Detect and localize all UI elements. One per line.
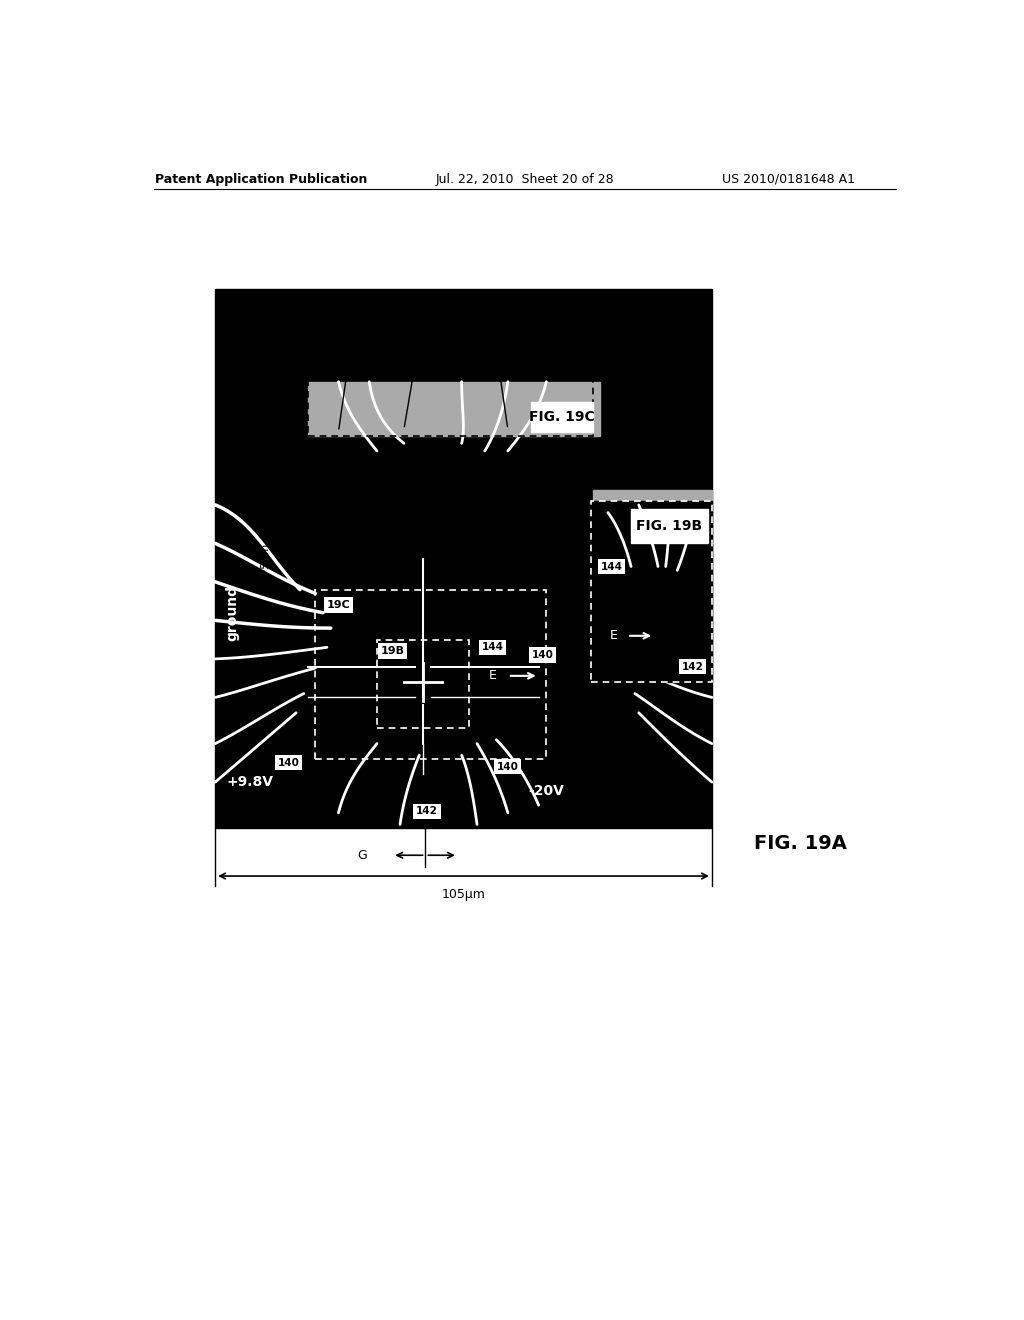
Text: E: E <box>609 630 617 643</box>
Text: 144: 144 <box>601 561 623 572</box>
Text: Jul. 22, 2010  Sheet 20 of 28: Jul. 22, 2010 Sheet 20 of 28 <box>435 173 614 186</box>
Text: 19B: 19B <box>380 647 404 656</box>
Text: E: E <box>453 348 461 362</box>
Bar <box>215 289 712 829</box>
Bar <box>591 502 712 682</box>
Text: 142: 142 <box>484 305 501 330</box>
Text: E: E <box>488 669 497 682</box>
Text: Patent Application Publication: Patent Application Publication <box>156 173 368 186</box>
Text: -20V: -20V <box>528 784 564 799</box>
Text: 105μm: 105μm <box>441 888 485 902</box>
Text: FIG. 19A: FIG. 19A <box>754 834 847 853</box>
Bar <box>591 502 712 682</box>
Text: ~5μm: ~5μm <box>260 541 270 576</box>
Text: 140: 140 <box>334 315 351 342</box>
Text: ground: ground <box>225 585 240 640</box>
Bar <box>307 367 593 436</box>
Text: 142: 142 <box>416 807 438 816</box>
Text: FIG. 19C: FIG. 19C <box>528 411 595 424</box>
Bar <box>593 490 712 574</box>
Text: G: G <box>357 849 367 862</box>
Bar <box>531 403 593 432</box>
Text: 140: 140 <box>278 758 299 768</box>
Bar <box>377 640 469 729</box>
Text: 19C: 19C <box>327 601 350 610</box>
Bar <box>631 508 708 544</box>
Text: US 2010/0181648 A1: US 2010/0181648 A1 <box>722 173 855 186</box>
Text: 142: 142 <box>682 661 703 672</box>
Bar <box>307 381 600 436</box>
Text: 144: 144 <box>406 305 422 330</box>
Text: +9.8V: +9.8V <box>226 775 273 789</box>
Text: 144: 144 <box>481 643 504 652</box>
Bar <box>315 590 547 759</box>
Text: 140: 140 <box>497 762 519 772</box>
Text: FIG. 19B: FIG. 19B <box>637 519 702 533</box>
Text: 140: 140 <box>531 649 553 660</box>
